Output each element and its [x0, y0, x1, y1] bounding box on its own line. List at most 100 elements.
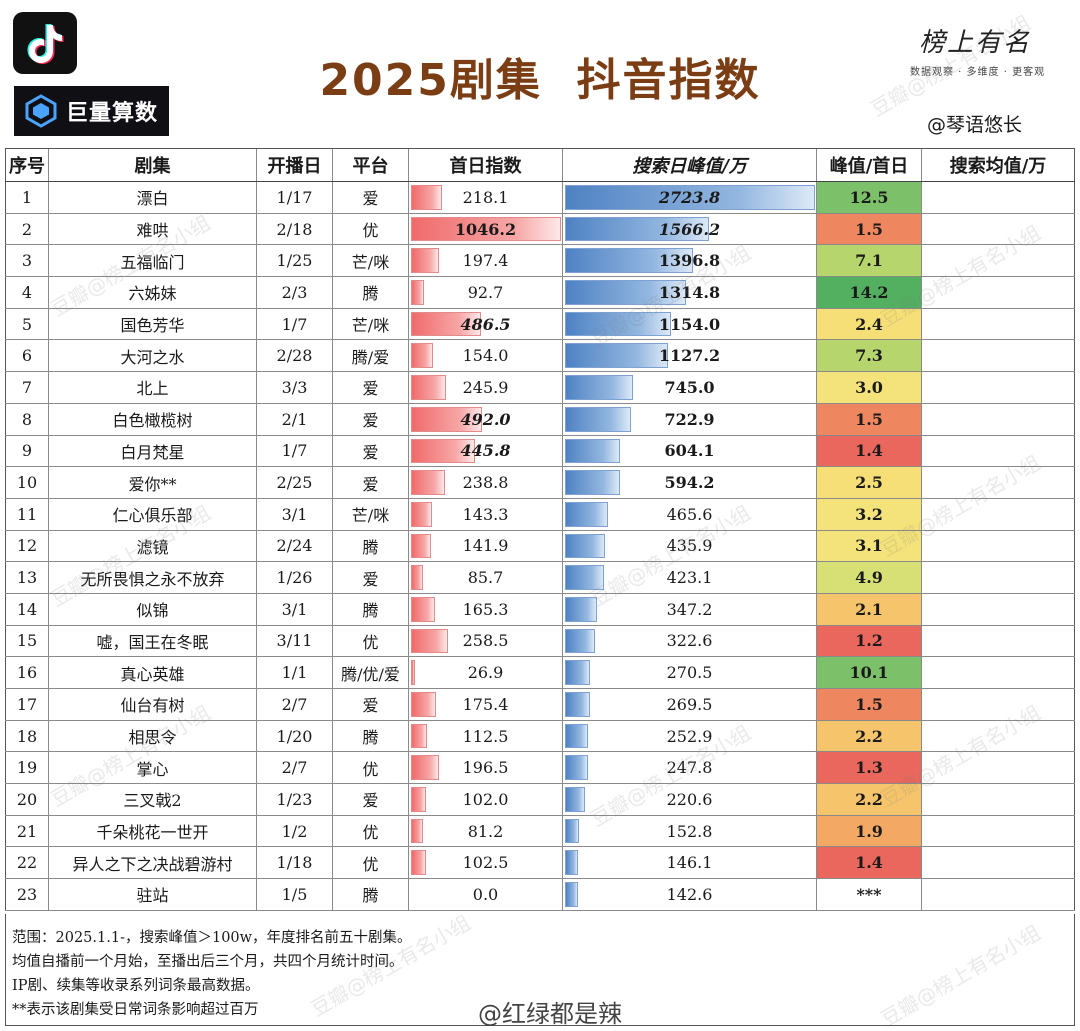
- drama-name-cell: 国色芳华: [49, 308, 257, 340]
- rank-cell-value: 22: [16, 853, 38, 873]
- search-peak-bar: [565, 438, 621, 464]
- drama-name-cell: 白色橄榄树: [49, 403, 257, 435]
- column-header-platform: 平台: [333, 149, 409, 181]
- peak-ratio-cell: 1.5: [817, 403, 922, 435]
- table-row: 16 真心英雄 1/1 腾/优/爱 26.9 270.5 10.1: [5, 657, 1075, 689]
- search-peak-cell: 435.9: [563, 530, 817, 562]
- search-avg-cell: [922, 593, 1075, 625]
- platform-cell: 腾: [333, 593, 409, 625]
- search-peak-bar: [565, 216, 709, 242]
- search-peak-cell-value: 745.0: [664, 377, 715, 397]
- rank-cell-value: 19: [16, 758, 38, 778]
- rank-cell: 14: [5, 593, 49, 625]
- search-peak-bar: [565, 343, 669, 369]
- drama-name-cell: 白月梵星: [49, 435, 257, 467]
- search-peak-cell-value: 152.8: [666, 821, 713, 841]
- rank-cell-value: 17: [16, 694, 38, 714]
- peak-ratio-cell: 3.2: [817, 498, 922, 530]
- first-day-index-cell: 102.5: [409, 847, 563, 879]
- first-day-bar: [411, 185, 443, 210]
- platform-cell-value: 芒/咪: [351, 252, 390, 272]
- peak-ratio-cell-value: 10.1: [849, 663, 889, 683]
- premiere-date-cell-value: 1/7: [281, 441, 308, 461]
- first-day-bar: [411, 216, 561, 242]
- drama-name-cell-value: 相思令: [128, 728, 177, 748]
- drama-name-cell-value: 似锦: [136, 601, 169, 621]
- rank-cell: 17: [5, 689, 49, 720]
- platform-cell-value: 腾: [362, 886, 379, 906]
- premiere-date-cell-value: 2/25: [276, 473, 313, 493]
- rank-cell: 4: [5, 277, 49, 308]
- drama-name-cell-value: 难哄: [136, 221, 169, 241]
- rank-cell: 16: [5, 657, 49, 688]
- platform-cell: 爱: [333, 435, 409, 467]
- drama-name-cell: 嘘，国王在冬眠: [49, 625, 257, 657]
- premiere-date-cell: 1/2: [257, 815, 333, 847]
- platform-cell-value: 爱: [362, 189, 379, 209]
- first-day-bar: [411, 501, 432, 527]
- table-row: 6 大河之水 2/28 腾/爱 154.0 1127.2 7.3: [5, 340, 1075, 373]
- drama-name-cell-value: 六姊妹: [128, 284, 177, 304]
- search-peak-cell-value: 1127.2: [658, 346, 721, 366]
- search-peak-cell: 152.8: [563, 815, 817, 847]
- table-row: 7 北上 3/3 爱 245.9 745.0 3.0: [5, 372, 1075, 404]
- search-avg-cell: [922, 245, 1075, 277]
- table-row: 8 白色橄榄树 2/1 爱 492.0 722.9 1.5: [5, 403, 1075, 436]
- table-row: 17 仙台有树 2/7 爱 175.4 269.5 1.5: [5, 689, 1075, 721]
- first-day-index-cell: 81.2: [409, 815, 563, 847]
- drama-name-cell-value: 掌心: [136, 759, 169, 779]
- first-day-bar: [411, 787, 426, 812]
- platform-cell: 爱: [333, 372, 409, 403]
- platform-cell: 优: [333, 815, 409, 847]
- rank-cell: 18: [5, 720, 49, 752]
- rank-cell-value: 8: [21, 409, 33, 429]
- peak-ratio-cell-value: 1.5: [855, 409, 883, 429]
- peak-ratio-cell-value: 3.0: [855, 377, 883, 397]
- premiere-date-cell-value: 2/18: [276, 219, 313, 239]
- first-day-bar: [411, 343, 434, 369]
- first-day-index-cell-value: 218.1: [462, 187, 509, 207]
- search-peak-cell-value: 247.8: [666, 758, 713, 778]
- drama-name-cell-value: 仙台有树: [120, 696, 185, 716]
- table-row: 15 嘘，国王在冬眠 3/11 优 258.5 322.6 1.2: [5, 625, 1075, 658]
- first-day-bar: [411, 628, 449, 654]
- drama-name-cell-value: 国色芳华: [120, 316, 185, 336]
- peak-ratio-cell: 7.1: [817, 245, 922, 277]
- premiere-date-cell-value: 2/7: [281, 694, 308, 714]
- first-day-index-cell-value: 238.8: [462, 473, 509, 493]
- search-avg-cell: [922, 213, 1075, 245]
- table-row: 13 无所畏惧之永不放弃 1/26 爱 85.7 423.1 4.9: [5, 562, 1075, 594]
- search-avg-cell: [922, 372, 1075, 403]
- table-row: 5 国色芳华 1/7 芒/咪 486.5 1154.0 2.4: [5, 308, 1075, 341]
- peak-ratio-cell: 4.9: [817, 562, 922, 593]
- rank-cell: 15: [5, 625, 49, 657]
- first-day-index-cell-value: 154.0: [462, 346, 509, 366]
- platform-cell-value: 优: [362, 759, 379, 779]
- drama-name-cell-value: 仁心俱乐部: [112, 506, 193, 526]
- juliang-logo-text: 巨量算数: [66, 101, 159, 126]
- first-day-index-cell: 0.0: [409, 879, 563, 910]
- table-row: 12 滤镜 2/24 腾 141.9 435.9 3.1: [5, 530, 1075, 563]
- first-day-index-cell-value: 0.0: [472, 884, 499, 904]
- first-day-index-cell-value: 92.7: [467, 282, 504, 302]
- search-peak-bar: [565, 723, 589, 749]
- peak-ratio-cell: 14.2: [817, 277, 922, 308]
- table-row: 2 难哄 2/18 优 1046.2 1566.2 1.5: [5, 213, 1075, 246]
- platform-cell: 腾: [333, 277, 409, 308]
- platform-cell: 爱: [333, 562, 409, 593]
- platform-cell-value: 爱: [362, 442, 379, 462]
- platform-cell-value: 爱: [362, 569, 379, 589]
- first-day-index-cell: 102.0: [409, 784, 563, 815]
- premiere-date-cell-value: 1/26: [276, 568, 313, 588]
- search-avg-cell: [922, 530, 1075, 562]
- peak-ratio-cell-value: 14.2: [849, 282, 889, 302]
- premiere-date-cell-value: 1/20: [276, 726, 313, 746]
- premiere-date-cell: 1/18: [257, 847, 333, 879]
- first-day-bar: [411, 375, 447, 400]
- author-handle: @琴语悠长: [926, 114, 1022, 136]
- rank-cell-value: 14: [16, 599, 38, 619]
- peak-ratio-cell: 2.4: [817, 308, 922, 340]
- peak-ratio-cell: 3.0: [817, 372, 922, 403]
- search-peak-bar: [565, 818, 580, 844]
- premiere-date-cell-value: 2/28: [276, 346, 313, 366]
